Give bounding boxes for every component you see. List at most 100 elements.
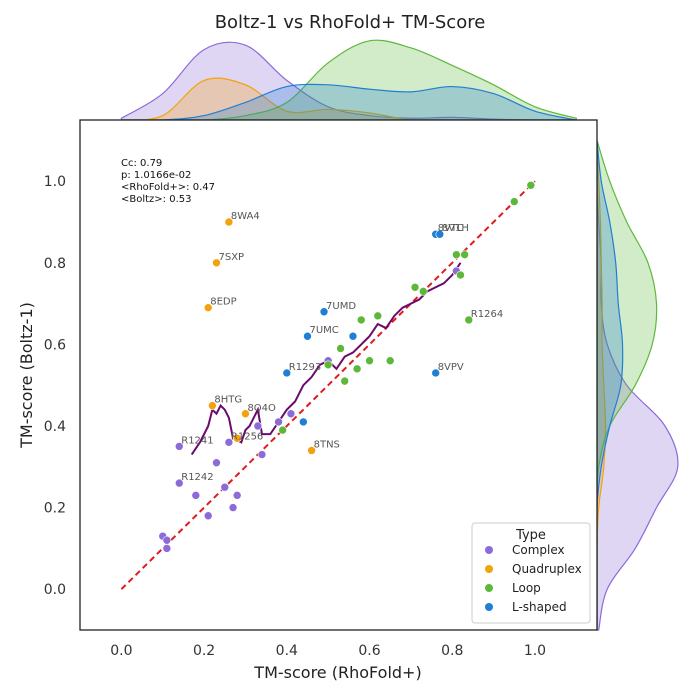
diagonal-reference-line [120, 180, 536, 590]
top-density-l-shaped [121, 83, 577, 121]
y-tick-label-0-6: 0.6 [44, 337, 66, 353]
point-quadruplex-3 [224, 217, 234, 227]
point-complex-7 [212, 458, 221, 468]
plot-frame [79, 119, 598, 631]
point-complex-13 [257, 450, 267, 459]
point-complex-2 [162, 544, 172, 553]
point-label-r1264: R1264 [471, 309, 503, 320]
point-l-shaped-6 [435, 229, 445, 239]
point-complex-5 [191, 491, 201, 500]
point-loop-4 [352, 364, 362, 374]
stats-annotation: Cc: 0.79 p: 1.0166e-02 <RhoFold+>: 0.47 … [121, 158, 215, 205]
point-loop-3 [340, 376, 350, 386]
point-loop-1 [323, 360, 333, 370]
point-complex-11 [232, 491, 242, 500]
x-tick-label-0-6: 0.6 [358, 643, 380, 659]
point-complex-1 [162, 535, 172, 545]
stat-p: p: 1.0166e-02 [121, 170, 191, 181]
point-quadruplex-2 [212, 258, 221, 268]
point-complex-12 [253, 421, 263, 431]
y-tick-label-0-2: 0.2 [44, 501, 66, 517]
point-label-8vpv: 8VPV [438, 362, 464, 373]
point-complex-10 [228, 503, 238, 512]
point-quadruplex-0 [208, 401, 217, 410]
point-loop-7 [373, 311, 383, 321]
point-loop-10 [418, 287, 428, 296]
legend: Type Complex Quadruplex Loop L-shaped [471, 522, 591, 624]
top-marginal-density [120, 39, 577, 122]
point-loop-0 [278, 425, 287, 435]
legend-label-complex: Complex [512, 543, 565, 557]
point-quadruplex-1 [203, 303, 213, 312]
point-label-8q4o: 8Q4O [247, 403, 276, 414]
legend-marker-l-shaped [485, 603, 493, 611]
point-label-7sxp: 7SXP [218, 252, 244, 263]
point-loop-16 [526, 180, 536, 190]
point-label-7umd: 7UMD [326, 301, 356, 312]
point-loop-9 [410, 282, 420, 292]
x-tick-label-0-2: 0.2 [193, 643, 215, 659]
legend-marker-loop [485, 584, 493, 592]
point-complex-6 [203, 511, 213, 521]
legend-label-quadruplex: Quadruplex [512, 562, 582, 576]
legend-label-l-shaped: L-shaped [512, 600, 567, 614]
y-tick-label-1-0: 1.0 [44, 174, 66, 190]
y-tick-label-0-0: 0.0 [44, 582, 66, 598]
point-loop-15 [509, 197, 519, 206]
point-complex-3 [174, 442, 184, 451]
point-loop-6 [365, 356, 374, 366]
chart-title: Boltz-1 vs RhoFold+ TM-Score [215, 12, 486, 33]
point-loop-8 [385, 356, 395, 366]
point-label-8edp: 8EDP [210, 297, 236, 308]
point-loop-12 [456, 270, 465, 280]
point-quadruplex-5 [241, 409, 250, 419]
point-label-8vtc: 8VTC [438, 223, 464, 234]
point-label-r1241: R1241 [181, 435, 213, 446]
point-loop-5 [356, 315, 366, 325]
point-complex-9 [224, 438, 234, 447]
x-tick-label-0-4: 0.4 [276, 643, 298, 659]
legend-marker-complex [485, 546, 493, 554]
point-loop-13 [460, 250, 469, 259]
x-tick-label-1-0: 1.0 [524, 643, 546, 659]
point-loop-11 [452, 250, 461, 259]
point-quadruplex-4 [232, 433, 242, 443]
point-label-8wa4: 8WA4 [231, 211, 260, 222]
point-complex-8 [220, 482, 230, 492]
point-complex-14 [274, 417, 283, 427]
x-axis-ticks: 0.0 0.2 0.4 0.6 0.8 1.0 [110, 643, 546, 659]
x-tick-label-0-8: 0.8 [441, 643, 463, 659]
point-label-8tns: 8TNS [314, 439, 340, 450]
y-axis-title: TM-score (Boltz-1) [17, 302, 36, 449]
point-l-shaped-2 [303, 331, 312, 341]
point-quadruplex-6 [307, 446, 316, 455]
right-density-complex [596, 140, 679, 631]
point-label-8htg: 8HTG [214, 395, 242, 406]
legend-box [471, 522, 591, 624]
point-loop-14 [464, 315, 474, 325]
point-complex-4 [174, 478, 184, 488]
point-l-shaped-0 [282, 368, 292, 378]
point-l-shaped-1 [299, 417, 308, 427]
x-axis-title: TM-score (RhoFold+) [253, 663, 421, 682]
stat-cc: Cc: 0.79 [121, 158, 162, 169]
trend-line [190, 262, 462, 456]
legend-label-loop: Loop [512, 581, 541, 595]
point-l-shaped-3 [319, 307, 329, 317]
point-label-r1256: R1256 [231, 431, 263, 442]
point-loop-2 [336, 344, 345, 353]
point-complex-15 [286, 409, 296, 419]
point-label-8v1h: 8V1H [442, 223, 469, 234]
legend-title: Type [515, 528, 546, 543]
point-label-7umc: 7UMC [309, 325, 338, 336]
stat-mean-boltz: <Boltz>: 0.53 [121, 194, 192, 205]
y-axis-ticks: 0.0 0.2 0.4 0.6 0.8 1.0 [44, 174, 66, 598]
legend-marker-quadruplex [485, 565, 493, 573]
stat-mean-rhofold: <RhoFold+>: 0.47 [121, 182, 215, 193]
right-marginal-density [596, 140, 679, 631]
y-tick-label-0-4: 0.4 [44, 419, 66, 435]
point-label-r1242: R1242 [181, 472, 213, 483]
y-tick-label-0-8: 0.8 [44, 256, 66, 272]
point-l-shaped-4 [348, 331, 358, 341]
